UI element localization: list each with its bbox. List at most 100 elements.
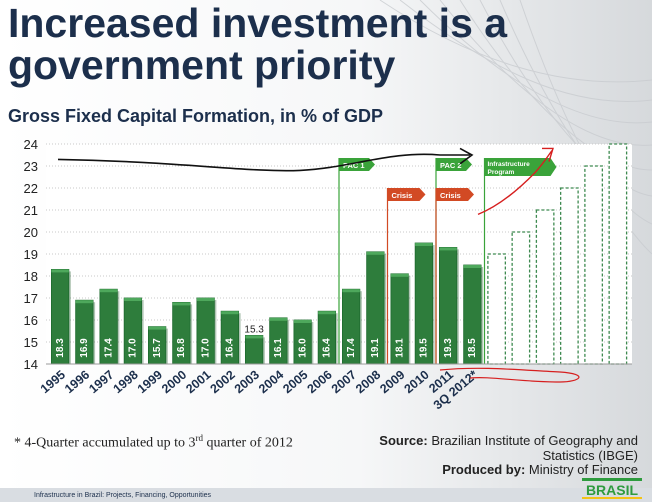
annotation-label: Program (488, 169, 515, 176)
x-tick-label: 2007 (329, 368, 359, 397)
produced-label: Produced by: (442, 462, 526, 477)
bar-value-label: 16.4 (322, 338, 333, 358)
bar-value-label: 16.9 (79, 338, 90, 358)
y-tick-label: 20 (24, 225, 38, 240)
bar-cap (221, 311, 239, 315)
footer-bar (0, 488, 652, 502)
bar-cap (99, 289, 118, 293)
bar-value-label: 19.3 (443, 338, 454, 358)
y-tick-label: 21 (24, 203, 38, 218)
source-text: Brazilian Institute of Geography and Sta… (431, 433, 638, 463)
x-tick-label: 2008 (353, 368, 383, 397)
bar-chart: 14 15 16 17 18 19 20 21 22 23 24 PAC 1 Crisis PAC 2 Cr… (24, 137, 632, 412)
x-tick-label: 1999 (135, 368, 165, 397)
x-tick-label: 1995 (38, 368, 68, 397)
annotation-flag (436, 188, 474, 201)
y-tick-label: 23 (24, 159, 38, 174)
footnote-text-after: quarter of 2012 (203, 435, 293, 451)
annotation-flag (484, 158, 557, 176)
projection-bar (535, 209, 555, 365)
x-tick-label: 1998 (110, 368, 140, 397)
x-tick-label: 2005 (280, 368, 310, 397)
y-tick-label: 22 (24, 181, 38, 196)
x-tick-label: 2001 (183, 368, 213, 397)
x-tick-label: 2000 (159, 368, 189, 397)
handdrawn-trend-line (57, 153, 470, 172)
bar-value-label: 18.1 (394, 338, 405, 358)
bar-cap (148, 326, 166, 330)
projection-bar (511, 231, 531, 365)
projection-bar (559, 187, 579, 365)
bar-value-label: 18.5 (467, 338, 478, 358)
y-tick-label: 17 (24, 291, 38, 306)
bar-value-label: 19.5 (419, 338, 430, 358)
y-tick-label: 24 (24, 137, 38, 152)
bar-value-label: 17.0 (128, 338, 139, 358)
footnote-text-before: * 4-Quarter accumulated up to 3 (14, 435, 196, 451)
bar-cap (439, 247, 457, 251)
handdrawn-red-scribble (439, 367, 580, 383)
bar-cap (390, 273, 409, 277)
bar-cap (415, 243, 433, 246)
x-tick-label: 1997 (86, 368, 116, 397)
bar-value-label: 16.1 (273, 338, 284, 358)
bar-cap (75, 300, 94, 304)
y-tick-label: 15 (24, 335, 38, 350)
x-tick-label: 2003 (232, 368, 262, 397)
x-tick-label: 2006 (304, 368, 334, 397)
produced-by-note: Produced by: Ministry of Finance (442, 462, 638, 477)
projection-bar (584, 165, 604, 365)
annotation-label: Crisis (440, 191, 461, 200)
source-label: Source: (379, 433, 428, 448)
annotation-label: PAC 2 (440, 161, 462, 170)
handdrawn-red-arrow-head (542, 147, 554, 162)
brasil-logo: BRASIL (582, 478, 642, 499)
produced-text: Ministry of Finance (528, 462, 638, 477)
bar-cap (463, 265, 482, 268)
y-tick-label: 18 (24, 269, 38, 284)
page-title: Increased investment is a government pri… (8, 0, 508, 88)
x-tick-label: 1996 (62, 368, 92, 397)
footer-text: Infrastructure in Brazil: Projects, Fina… (34, 492, 212, 499)
source-note: Source: Brazilian Institute of Geography… (358, 433, 638, 463)
annotation-flag (387, 188, 426, 201)
x-tick-label: 2004 (256, 368, 286, 397)
bar (244, 334, 264, 365)
x-tick-label: 2009 (377, 368, 407, 397)
annotation-label: Infrastructure (488, 161, 531, 168)
projection-bar (608, 143, 628, 365)
bar-cap (51, 269, 69, 273)
bar-value-label: 15.3 (244, 324, 264, 335)
bar-value-label: 15.7 (152, 338, 163, 358)
bar-cap (293, 320, 312, 323)
logo-text: BRASIL (586, 482, 639, 498)
bar-value-label: 16.8 (176, 338, 187, 358)
footnote-sup: rd (195, 433, 204, 443)
bar-cap (318, 311, 336, 315)
x-tick-label: 2002 (207, 368, 237, 397)
bar-value-label: 16.0 (297, 338, 308, 358)
bar-cap (196, 298, 215, 301)
handdrawn-arrow-head (459, 147, 474, 165)
handdrawn-red-arrow (477, 150, 553, 216)
bar-cap (245, 335, 263, 339)
bar-value-label: 16.4 (225, 338, 236, 358)
y-tick-label: 16 (24, 313, 38, 328)
bar-value-label: 18.3 (55, 338, 66, 358)
bar-value-label: 19.1 (370, 338, 381, 358)
bar-value-label: 17.4 (103, 338, 114, 358)
y-tick-label: 14 (24, 357, 38, 372)
bar-cap (172, 302, 191, 306)
bar-value-label: 17.4 (346, 338, 357, 358)
bar-value-label: 17.0 (200, 338, 211, 358)
y-tick-label: 19 (24, 247, 38, 262)
bar-cap (124, 298, 142, 301)
bar-cap (366, 251, 385, 255)
chart-subtitle: Gross Fixed Capital Formation, in % of G… (8, 106, 384, 126)
x-tick-label: 2010 (401, 368, 431, 397)
annotation-label: Crisis (392, 191, 413, 200)
footnote: * 4-Quarter accumulated up to 3rd quarte… (14, 433, 293, 452)
bar-cap (269, 317, 288, 321)
bar-cap (342, 289, 360, 293)
annotation-label: PAC 1 (343, 161, 365, 170)
